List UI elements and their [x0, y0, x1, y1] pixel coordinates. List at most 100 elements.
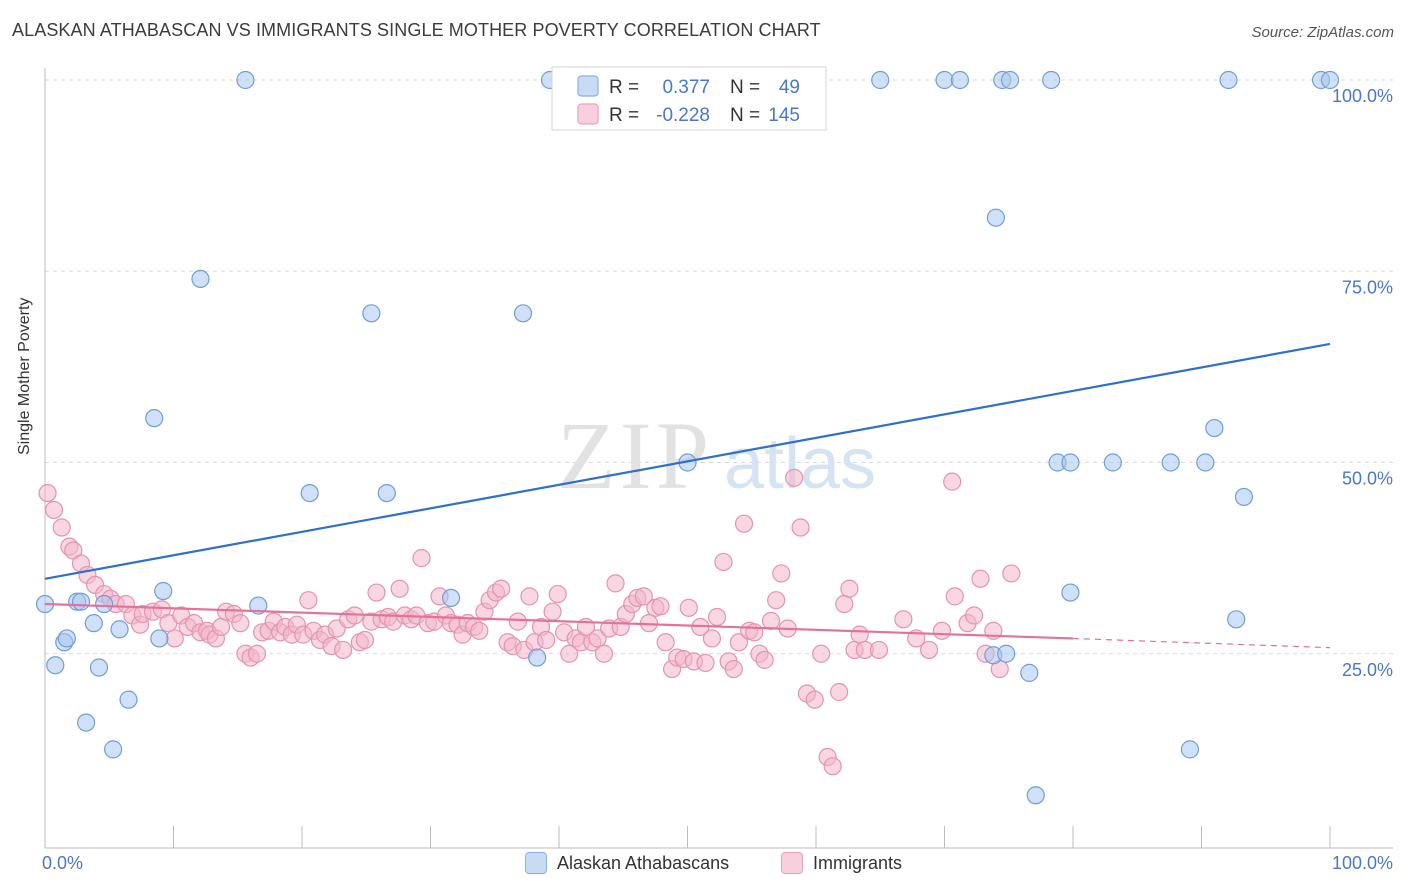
immigrants-point [299, 591, 318, 610]
alaskan-athabascans-point [150, 629, 169, 648]
stats-legend-r-value: -0.228 [656, 105, 710, 126]
alaskan-athabascans-point [57, 629, 76, 648]
immigrants-point [823, 757, 842, 776]
watermark-atlas: atlas [724, 424, 876, 504]
legend-item-alaskan-athabascans: Alaskan Athabascans [525, 852, 729, 874]
stats-legend-n-label: N = [730, 77, 760, 98]
stats-legend-swatch [577, 75, 599, 97]
immigrants-point [548, 584, 567, 604]
alaskan-athabascans-point [84, 614, 103, 633]
immigrants-point [785, 468, 804, 487]
immigrants-point [679, 598, 698, 617]
immigrants-point [594, 644, 614, 663]
alaskan-athabascans-point [77, 713, 96, 732]
alaskan-athabascans-point [1061, 583, 1080, 602]
stats-legend-r-label: R = [609, 77, 639, 98]
immigrants-point [805, 690, 824, 709]
immigrants-point [247, 644, 267, 663]
alaskan-athabascans-point [110, 620, 129, 639]
alaskan-athabascans-trend-line [44, 342, 1331, 580]
immigrants-trend-extension [1072, 637, 1331, 649]
immigrants-point [1002, 564, 1021, 583]
alaskan-athabascans-point [1103, 453, 1122, 472]
immigrants-point [606, 574, 625, 593]
alaskan-athabascans-point [1234, 487, 1254, 507]
alaskan-athabascans-point [1042, 70, 1061, 90]
immigrants-point [707, 607, 727, 627]
immigrants-point [651, 597, 670, 616]
immigrants-point [919, 640, 939, 660]
immigrants-point [734, 514, 754, 533]
immigrants-point [894, 610, 913, 629]
alaskan-athabascans-point [1227, 610, 1246, 629]
alaskan-athabascans-point [300, 484, 319, 503]
legend-label-alaskan-athabascans: Alaskan Athabascans [557, 852, 730, 873]
immigrants-point [634, 587, 653, 606]
alaskan-athabascans-point [119, 690, 138, 709]
immigrants-point [791, 518, 810, 537]
alaskan-athabascans-point [986, 208, 1006, 227]
immigrants-point [767, 591, 786, 610]
stats-legend-swatch [577, 103, 599, 125]
alaskan-athabascans-point [1026, 786, 1045, 805]
immigrants-point [543, 602, 562, 621]
y-tick-label: 100.0% [1332, 86, 1393, 106]
immigrants-point [588, 629, 607, 648]
immigrants-point [714, 552, 733, 572]
immigrants-point [508, 612, 527, 631]
x-tick-label-max: 100.0% [1332, 853, 1393, 873]
legend-swatch-pink [781, 852, 803, 874]
immigrants-point [755, 650, 774, 669]
immigrants-point [830, 682, 849, 702]
y-axis-title: Single Mother Poverty [16, 297, 33, 455]
chart-title: ALASKAN ATHABASCAN VS IMMIGRANTS SINGLE … [12, 20, 821, 40]
alaskan-athabascans-point [950, 70, 970, 90]
immigrants-point [560, 644, 579, 663]
immigrants-point [334, 640, 353, 660]
immigrants-point [745, 623, 764, 642]
legend-item-immigrants: Immigrants [781, 852, 902, 874]
immigrants-point [943, 472, 962, 491]
immigrants-point [367, 583, 386, 602]
stats-legend-n-label: N = [730, 105, 760, 126]
immigrants-point [211, 617, 231, 637]
legend-swatch-blue [525, 852, 547, 874]
alaskan-athabascans-point [89, 658, 109, 677]
alaskan-athabascans-point [513, 304, 533, 323]
alaskan-athabascans-point [935, 70, 954, 90]
alaskan-athabascans-point [95, 594, 114, 614]
tick-labels: 100.0% 75.0% 50.0% 25.0% 0.0% 100.0% [42, 86, 1393, 873]
alaskan-athabascans-point [154, 581, 173, 601]
alaskan-athabascans-points [35, 70, 1340, 805]
alaskan-athabascans-point [1205, 418, 1224, 438]
immigrants-point [520, 587, 539, 606]
alaskan-athabascans-point [362, 304, 381, 323]
alaskan-athabascans-point [1000, 70, 1020, 90]
immigrants-point [492, 579, 511, 598]
bottom-legend: Alaskan Athabascans Immigrants [0, 852, 1406, 878]
alaskan-athabascans-point [1320, 70, 1340, 90]
immigrants-point [869, 640, 889, 660]
immigrants-point [761, 611, 781, 630]
alaskan-athabascans-point [871, 70, 890, 90]
legend-label-immigrants: Immigrants [813, 852, 903, 873]
y-tick-label: 25.0% [1342, 660, 1393, 680]
immigrants-point [850, 625, 869, 644]
alaskan-athabascans-point [528, 648, 547, 667]
alaskan-athabascans-point [377, 484, 396, 503]
immigrants-point [835, 594, 854, 614]
alaskan-athabascans-point [46, 656, 65, 675]
stats-legend-n-value: 145 [768, 105, 800, 126]
alaskan-athabascans-point [145, 409, 164, 428]
stats-legend-n-value: 49 [779, 77, 800, 98]
immigrants-point [772, 564, 791, 583]
immigrants-point [656, 633, 675, 652]
stats-legend-r-label: R = [609, 105, 639, 126]
x-tick-label-min: 0.0% [42, 853, 83, 873]
alaskan-athabascans-point [104, 740, 123, 759]
alaskan-athabascans-point [1020, 663, 1039, 682]
immigrants-point [812, 644, 831, 663]
immigrants-point [840, 579, 859, 598]
immigrants-points [38, 468, 1021, 776]
stats-legend-r-value: 0.377 [662, 77, 710, 98]
